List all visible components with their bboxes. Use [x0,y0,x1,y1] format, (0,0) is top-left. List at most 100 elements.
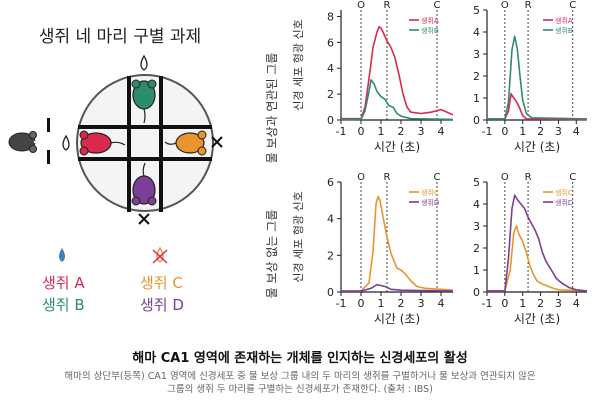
x-tick-label: 2 [537,125,544,138]
water-drop-icon [59,248,65,262]
legend-label: 생쥐B [555,26,573,35]
y-tick-label: 4 [473,26,480,39]
y-axis-label: 신경 세포 형광 신호 [292,19,305,110]
x-tick-label: 4 [573,125,580,138]
legend-label: 생쥐D [555,198,573,207]
arena-circle [76,74,214,212]
x-tick-label: 0 [358,125,365,138]
x-tick-label: -1 [482,125,493,138]
series-line-second [341,79,454,121]
series-line-second [341,283,454,292]
event-marker-label: O [357,0,365,11]
water-drop-icon [140,54,148,71]
mouse-d-icon [131,162,157,206]
y-tick-label: 6 [327,176,334,189]
legend-label: 생쥐B [421,26,439,35]
row-label-rewarded: 물 보상과 연관된 그룹 [265,53,279,164]
x-tick-label: 4 [573,297,580,310]
event-marker-label: O [357,172,365,183]
legend-label: 생쥐D [421,198,439,207]
y-axis-label: 신경 세포 형광 신호 [292,191,305,282]
x-tick-label: 3 [418,125,425,138]
event-marker-label: O [501,172,509,183]
x-mark-icon [138,213,150,225]
y-tick-label: 4 [473,198,480,211]
mouse-legend: 생쥐 A 생쥐 B 생쥐 C 생쥐 D [42,246,184,314]
x-tick-label: 3 [555,125,562,138]
mouse-b-icon [131,79,157,124]
gate-bar [47,118,50,132]
y-tick-label: 1 [473,92,480,105]
y-tick-label: 8 [327,10,334,23]
x-tick-label: 1 [519,297,526,310]
event-marker-label: R [384,0,391,11]
event-marker-label: O [501,0,509,11]
y-tick-label: 6 [327,36,334,49]
x-tick-label: 3 [418,297,425,310]
x-tick-label: 1 [519,125,526,138]
arena-wall [78,125,212,129]
x-tick-label: 1 [378,125,385,138]
y-tick-label: 2 [327,249,334,262]
caption-title: 해마 CA1 영역에 존재하는 개체를 인지하는 신경세포의 활성 [132,351,468,366]
event-marker-label: C [569,0,576,11]
legend-label: 생쥐C [421,188,439,197]
event-marker-label: R [384,172,391,183]
series-line-second [487,35,588,120]
series-line-first [341,195,454,292]
legend-label: 생쥐C [555,188,573,197]
y-tick-label: 5 [473,176,480,189]
event-marker-label: C [569,172,576,183]
legend-mouse-a: 생쥐 A [42,274,85,292]
y-tick-label: 3 [473,48,480,61]
event-marker-label: C [434,172,441,183]
caption-line: 해마의 상단부(등쪽) CA1 영역에 신경세포 중 물 보상 그룹 내의 두 … [64,371,536,382]
x-tick-label: 4 [438,125,445,138]
no-water-icon [152,246,168,264]
x-tick-label: -1 [336,297,347,310]
x-axis-label: 시간 (초) [374,140,420,154]
x-tick-label: 2 [398,125,405,138]
event-marker-label: C [434,0,441,11]
y-tick-label: 1 [473,264,480,277]
x-tick-label: 2 [398,297,405,310]
arena-wall [78,157,212,161]
arena-wall [159,76,163,212]
y-tick-label: 4 [327,213,334,226]
y-tick-label: 2 [473,242,480,255]
waiting-mouse-icon [8,131,37,153]
water-drop-icon [62,134,70,151]
x-tick-label: 4 [438,297,445,310]
y-tick-label: 0 [327,286,334,299]
legend-mouse-d: 생쥐 D [140,296,184,314]
x-tick-label: 1 [378,297,385,310]
series-line-first [487,92,588,121]
y-tick-label: 5 [473,4,480,17]
event-marker-label: R [525,0,532,11]
legend-mouse-b: 생쥐 B [42,296,85,314]
x-tick-label: 0 [501,297,508,310]
arena-wall [127,76,131,212]
y-tick-label: 4 [327,62,334,75]
series-line-second [487,194,588,292]
x-tick-label: 2 [537,297,544,310]
legend-mouse-c: 생쥐 C [140,274,183,292]
x-tick-label: 0 [501,125,508,138]
mouse-a-icon [79,130,126,156]
task-title: 생쥐 네 마리 구별 과제 [38,27,202,47]
x-axis-label: 시간 (초) [374,312,420,326]
series-line-first [487,225,588,292]
x-tick-label: -1 [482,297,493,310]
legend-label: 생쥐A [421,16,439,25]
y-tick-label: 3 [473,220,480,233]
y-tick-label: 0 [327,114,334,127]
gate-bar [47,150,50,164]
x-axis-label: 시간 (초) [514,140,560,154]
y-tick-label: 2 [473,70,480,83]
x-tick-label: 3 [555,297,562,310]
